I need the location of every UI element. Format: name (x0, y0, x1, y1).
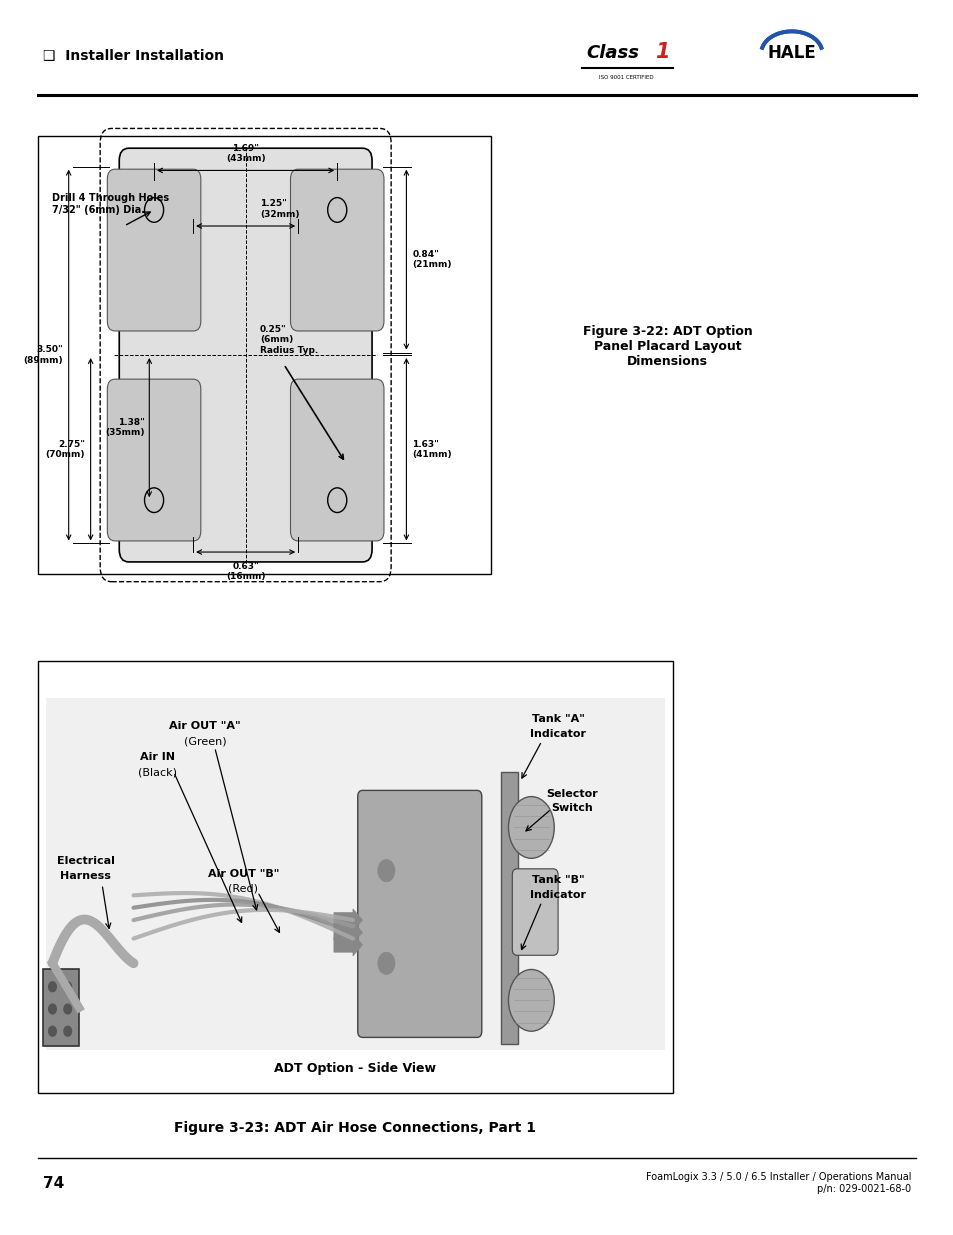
Text: 3.50"
(89mm): 3.50" (89mm) (23, 346, 63, 364)
FancyBboxPatch shape (107, 169, 200, 331)
Text: Indicator: Indicator (530, 890, 585, 900)
Text: ISO 9001 CERTIFIED: ISO 9001 CERTIFIED (598, 75, 654, 80)
Text: 1.38"
(35mm): 1.38" (35mm) (105, 417, 145, 437)
Text: 74: 74 (43, 1176, 64, 1191)
Text: Harness: Harness (60, 872, 112, 882)
Text: 1.25"
(32mm): 1.25" (32mm) (259, 199, 299, 219)
Bar (38, 136, 491, 574)
Text: 2.75"
(70mm): 2.75" (70mm) (46, 440, 85, 459)
Text: Switch: Switch (551, 804, 593, 814)
Circle shape (377, 952, 395, 974)
Circle shape (64, 1026, 71, 1036)
Ellipse shape (508, 797, 554, 858)
Text: Air OUT "A": Air OUT "A" (169, 721, 241, 731)
Text: 0.84"
(21mm): 0.84" (21mm) (412, 249, 451, 269)
Ellipse shape (508, 969, 554, 1031)
FancyArrow shape (334, 934, 362, 956)
Text: 1.69"
(43mm): 1.69" (43mm) (226, 143, 265, 163)
Text: HALE: HALE (766, 44, 816, 62)
Circle shape (49, 1004, 56, 1014)
Text: 1.63"
(41mm): 1.63" (41mm) (412, 440, 452, 459)
FancyBboxPatch shape (290, 169, 383, 331)
FancyBboxPatch shape (119, 148, 372, 562)
FancyBboxPatch shape (107, 379, 200, 541)
Circle shape (64, 982, 71, 992)
Text: 0.25"
(6mm)
Radius Typ.: 0.25" (6mm) Radius Typ. (259, 325, 318, 354)
FancyArrow shape (334, 921, 362, 944)
Bar (43, 969, 79, 1046)
Text: Drill 4 Through Holes
7/32" (6mm) Dia.: Drill 4 Through Holes 7/32" (6mm) Dia. (52, 193, 170, 215)
Text: ❑  Installer Installation: ❑ Installer Installation (43, 48, 224, 63)
Text: Figure 3-22: ADT Option
Panel Placard Layout
Dimensions: Figure 3-22: ADT Option Panel Placard La… (582, 325, 752, 368)
Text: ADT Option - Side View: ADT Option - Side View (274, 1062, 436, 1074)
Bar (46, 698, 664, 1050)
Text: FoamLogix 3.3 / 5.0 / 6.5 Installer / Operations Manual
p/n: 029-0021-68-0: FoamLogix 3.3 / 5.0 / 6.5 Installer / Op… (645, 1172, 910, 1194)
Circle shape (377, 860, 395, 882)
Text: (Green): (Green) (184, 737, 226, 747)
Text: (Black): (Black) (138, 768, 176, 778)
Text: Tank "A": Tank "A" (531, 715, 584, 725)
FancyBboxPatch shape (512, 869, 558, 956)
Bar (500, 772, 517, 1044)
FancyArrow shape (334, 909, 362, 931)
FancyBboxPatch shape (357, 790, 481, 1037)
Text: 0.63"
(16mm): 0.63" (16mm) (226, 562, 265, 582)
Text: Selector: Selector (546, 789, 598, 799)
Text: Air IN: Air IN (140, 752, 174, 762)
Text: Electrical: Electrical (57, 857, 114, 867)
Text: Tank "B": Tank "B" (531, 876, 584, 885)
Text: (Red): (Red) (228, 884, 258, 894)
Circle shape (49, 982, 56, 992)
Text: Air OUT "B": Air OUT "B" (208, 869, 278, 879)
Bar (38, 661, 672, 1093)
Circle shape (64, 1004, 71, 1014)
FancyBboxPatch shape (290, 379, 383, 541)
Text: Figure 3-23: ADT Air Hose Connections, Part 1: Figure 3-23: ADT Air Hose Connections, P… (174, 1120, 536, 1135)
Text: Class: Class (586, 44, 639, 62)
Circle shape (49, 1026, 56, 1036)
Text: 1: 1 (655, 42, 669, 62)
Text: Indicator: Indicator (530, 730, 585, 740)
